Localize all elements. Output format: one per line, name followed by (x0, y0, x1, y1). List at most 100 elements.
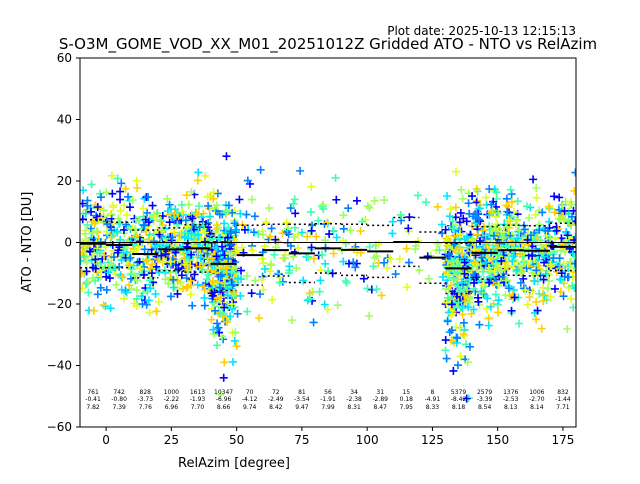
scatter-point (495, 252, 504, 261)
scatter-point (533, 306, 542, 315)
scatter-point (513, 234, 522, 243)
scatter-point (163, 194, 172, 203)
scatter-point (457, 219, 466, 228)
scatter-point (278, 229, 287, 238)
scatter-point (268, 295, 277, 304)
scatter-point (497, 227, 506, 236)
scatter-point (106, 209, 115, 218)
scatter-point (522, 202, 531, 211)
scatter-point (321, 259, 330, 268)
bin-mean-label: -3.39 (477, 396, 493, 403)
scatter-point (383, 263, 392, 272)
scatter-point (194, 230, 203, 239)
scatter-point (242, 272, 251, 281)
scatter-point (161, 224, 170, 233)
scatter-point (208, 261, 217, 270)
scatter-point (161, 250, 170, 259)
scatter-point (166, 292, 175, 301)
scatter-point (564, 262, 573, 271)
scatter-point (260, 242, 269, 251)
scatter-point (365, 311, 374, 320)
scatter-point (539, 290, 548, 299)
scatter-point (306, 227, 315, 236)
scatter-point (441, 225, 450, 234)
scatter-point (463, 358, 472, 367)
bin-std-label: 7.71 (556, 404, 570, 411)
scatter-point (181, 216, 190, 225)
scatter-point (552, 267, 561, 276)
scatter-point (103, 227, 112, 236)
x-tick-label: 100 (356, 433, 379, 447)
scatter-point (145, 308, 154, 317)
scatter-point (352, 196, 361, 205)
scatter-point (346, 226, 355, 235)
scatter-point (341, 276, 350, 285)
scatter-point (228, 280, 237, 289)
scatter-point (200, 285, 209, 294)
scatter-point (570, 259, 576, 268)
scatter-point (102, 285, 111, 294)
scatter-point (559, 259, 568, 268)
scatter-point (169, 275, 178, 284)
scatter-point (319, 200, 328, 209)
scatter-point (415, 266, 424, 275)
scatter-point (169, 237, 178, 246)
scatter-point (215, 283, 224, 292)
scatter-point (460, 269, 469, 278)
scatter-point (119, 249, 128, 258)
scatter-point (142, 227, 151, 236)
scatter-point (146, 264, 155, 273)
scatter-point (132, 176, 141, 185)
scatter-point (88, 228, 97, 237)
scatter-point (211, 306, 220, 315)
scatter-point (183, 222, 192, 231)
scatter-point (135, 237, 144, 246)
scatter-point (447, 326, 456, 335)
scatter-point (215, 210, 224, 219)
scatter-point (476, 260, 485, 269)
scatter-point (564, 273, 573, 282)
scatter-point (146, 284, 155, 293)
scatter-point (467, 309, 476, 318)
scatter-point (281, 254, 290, 263)
scatter-point (195, 262, 204, 271)
bin-std-label: 7.82 (86, 404, 100, 411)
scatter-point (530, 277, 539, 286)
scatter-point (556, 287, 565, 296)
bin-count-label: 8 (431, 389, 435, 396)
scatter-point (494, 251, 503, 260)
scatter-point (265, 204, 274, 213)
scatter-point (117, 256, 126, 265)
scatter-point (232, 342, 241, 351)
scatter-point (204, 270, 213, 279)
scatter-point (458, 249, 467, 258)
scatter-point (220, 219, 229, 228)
scatter-point (349, 258, 358, 267)
scatter-point (259, 285, 268, 294)
scatter-point (523, 259, 532, 268)
scatter-point (213, 225, 222, 234)
scatter-point (455, 230, 464, 239)
scatter-point (163, 207, 172, 216)
bin-count-label: 15 (402, 389, 410, 396)
scatter-point (149, 211, 158, 220)
scatter-point (188, 214, 197, 223)
scatter-point (293, 243, 302, 252)
scatter-point (248, 195, 257, 204)
scatter-point (104, 268, 113, 277)
scatter-point (80, 199, 87, 208)
bin-std-label: 8.66 (217, 404, 231, 411)
scatter-point (481, 193, 490, 202)
scatter-point (92, 227, 101, 236)
bin-count-label: 1006 (529, 389, 544, 396)
scatter-point (258, 230, 267, 239)
bin-std-label: 9.47 (295, 404, 309, 411)
scatter-point (133, 183, 142, 192)
scatter-point (380, 196, 389, 205)
scatter-point (117, 179, 126, 188)
scatter-point (224, 223, 233, 232)
scatter-point (543, 226, 552, 235)
scatter-point (372, 252, 381, 261)
scatter-point (106, 304, 115, 313)
